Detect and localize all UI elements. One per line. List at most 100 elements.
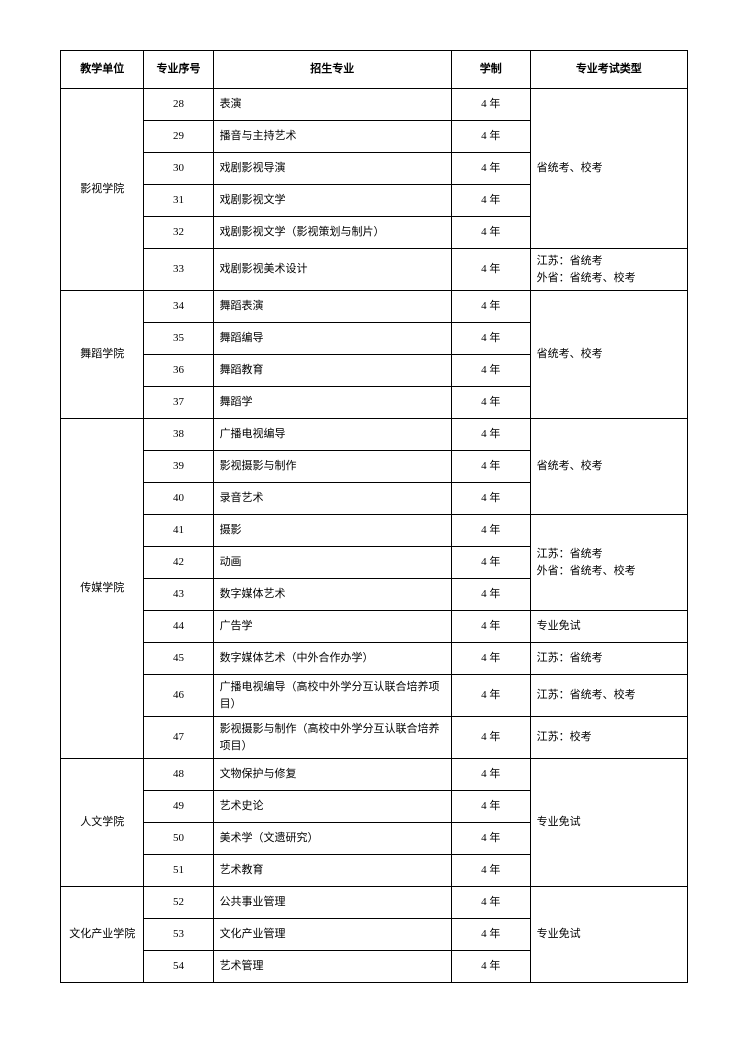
duration-cell: 4 年 bbox=[451, 451, 530, 483]
exam-cell: 江苏：省统考 bbox=[530, 643, 687, 675]
unit-cell: 影视学院 bbox=[61, 89, 144, 291]
major-cell: 戏剧影视美术设计 bbox=[213, 249, 451, 291]
major-cell: 数字媒体艺术（中外合作办学） bbox=[213, 643, 451, 675]
table-header-row: 教学单位 专业序号 招生专业 学制 专业考试类型 bbox=[61, 51, 688, 89]
num-cell: 47 bbox=[144, 717, 213, 759]
major-cell: 广播电视编导 bbox=[213, 419, 451, 451]
major-cell: 数字媒体艺术 bbox=[213, 579, 451, 611]
num-cell: 30 bbox=[144, 153, 213, 185]
num-cell: 54 bbox=[144, 951, 213, 983]
major-cell: 文物保护与修复 bbox=[213, 759, 451, 791]
num-cell: 44 bbox=[144, 611, 213, 643]
exam-cell: 省统考、校考 bbox=[530, 291, 687, 419]
num-cell: 39 bbox=[144, 451, 213, 483]
major-cell: 影视摄影与制作 bbox=[213, 451, 451, 483]
major-cell: 表演 bbox=[213, 89, 451, 121]
num-cell: 52 bbox=[144, 887, 213, 919]
duration-cell: 4 年 bbox=[451, 515, 530, 547]
major-cell: 美术学（文遗研究） bbox=[213, 823, 451, 855]
unit-cell: 传媒学院 bbox=[61, 419, 144, 759]
duration-cell: 4 年 bbox=[451, 919, 530, 951]
major-cell: 公共事业管理 bbox=[213, 887, 451, 919]
duration-cell: 4 年 bbox=[451, 547, 530, 579]
duration-cell: 4 年 bbox=[451, 185, 530, 217]
table-row: 33戏剧影视美术设计4 年江苏：省统考外省：省统考、校考 bbox=[61, 249, 688, 291]
duration-cell: 4 年 bbox=[451, 483, 530, 515]
admissions-table: 教学单位 专业序号 招生专业 学制 专业考试类型 影视学院28表演4 年省统考、… bbox=[60, 50, 688, 983]
duration-cell: 4 年 bbox=[451, 791, 530, 823]
exam-cell: 江苏：省统考外省：省统考、校考 bbox=[530, 515, 687, 611]
major-cell: 播音与主持艺术 bbox=[213, 121, 451, 153]
exam-cell: 江苏：省统考外省：省统考、校考 bbox=[530, 249, 687, 291]
table-row: 人文学院48文物保护与修复4 年专业免试 bbox=[61, 759, 688, 791]
num-cell: 35 bbox=[144, 323, 213, 355]
num-cell: 42 bbox=[144, 547, 213, 579]
duration-cell: 4 年 bbox=[451, 387, 530, 419]
major-cell: 广播电视编导（高校中外学分互认联合培养项目） bbox=[213, 675, 451, 717]
major-cell: 戏剧影视文学 bbox=[213, 185, 451, 217]
duration-cell: 4 年 bbox=[451, 323, 530, 355]
exam-cell: 专业免试 bbox=[530, 759, 687, 887]
num-cell: 48 bbox=[144, 759, 213, 791]
unit-cell: 文化产业学院 bbox=[61, 887, 144, 983]
duration-cell: 4 年 bbox=[451, 759, 530, 791]
major-cell: 舞蹈表演 bbox=[213, 291, 451, 323]
num-cell: 36 bbox=[144, 355, 213, 387]
num-cell: 28 bbox=[144, 89, 213, 121]
duration-cell: 4 年 bbox=[451, 217, 530, 249]
num-cell: 45 bbox=[144, 643, 213, 675]
duration-cell: 4 年 bbox=[451, 121, 530, 153]
header-unit: 教学单位 bbox=[61, 51, 144, 89]
num-cell: 46 bbox=[144, 675, 213, 717]
num-cell: 51 bbox=[144, 855, 213, 887]
table-row: 传媒学院38广播电视编导4 年省统考、校考 bbox=[61, 419, 688, 451]
major-cell: 艺术教育 bbox=[213, 855, 451, 887]
duration-cell: 4 年 bbox=[451, 249, 530, 291]
duration-cell: 4 年 bbox=[451, 823, 530, 855]
duration-cell: 4 年 bbox=[451, 951, 530, 983]
table-row: 影视学院28表演4 年省统考、校考 bbox=[61, 89, 688, 121]
major-cell: 舞蹈教育 bbox=[213, 355, 451, 387]
num-cell: 31 bbox=[144, 185, 213, 217]
major-cell: 戏剧影视文学（影视策划与制片） bbox=[213, 217, 451, 249]
header-num: 专业序号 bbox=[144, 51, 213, 89]
major-cell: 艺术史论 bbox=[213, 791, 451, 823]
exam-cell: 省统考、校考 bbox=[530, 89, 687, 249]
duration-cell: 4 年 bbox=[451, 887, 530, 919]
duration-cell: 4 年 bbox=[451, 355, 530, 387]
duration-cell: 4 年 bbox=[451, 419, 530, 451]
table-row: 41摄影4 年江苏：省统考外省：省统考、校考 bbox=[61, 515, 688, 547]
duration-cell: 4 年 bbox=[451, 717, 530, 759]
duration-cell: 4 年 bbox=[451, 291, 530, 323]
exam-cell: 江苏：省统考、校考 bbox=[530, 675, 687, 717]
num-cell: 38 bbox=[144, 419, 213, 451]
table-row: 46广播电视编导（高校中外学分互认联合培养项目）4 年江苏：省统考、校考 bbox=[61, 675, 688, 717]
unit-cell: 舞蹈学院 bbox=[61, 291, 144, 419]
num-cell: 40 bbox=[144, 483, 213, 515]
num-cell: 29 bbox=[144, 121, 213, 153]
major-cell: 文化产业管理 bbox=[213, 919, 451, 951]
exam-cell: 江苏：校考 bbox=[530, 717, 687, 759]
table-row: 47影视摄影与制作（高校中外学分互认联合培养项目）4 年江苏：校考 bbox=[61, 717, 688, 759]
duration-cell: 4 年 bbox=[451, 153, 530, 185]
table-row: 44广告学4 年专业免试 bbox=[61, 611, 688, 643]
num-cell: 32 bbox=[144, 217, 213, 249]
unit-cell: 人文学院 bbox=[61, 759, 144, 887]
duration-cell: 4 年 bbox=[451, 611, 530, 643]
num-cell: 49 bbox=[144, 791, 213, 823]
num-cell: 37 bbox=[144, 387, 213, 419]
exam-cell: 专业免试 bbox=[530, 887, 687, 983]
major-cell: 戏剧影视导演 bbox=[213, 153, 451, 185]
num-cell: 53 bbox=[144, 919, 213, 951]
num-cell: 34 bbox=[144, 291, 213, 323]
major-cell: 舞蹈编导 bbox=[213, 323, 451, 355]
duration-cell: 4 年 bbox=[451, 579, 530, 611]
major-cell: 动画 bbox=[213, 547, 451, 579]
num-cell: 33 bbox=[144, 249, 213, 291]
major-cell: 影视摄影与制作（高校中外学分互认联合培养项目） bbox=[213, 717, 451, 759]
duration-cell: 4 年 bbox=[451, 675, 530, 717]
duration-cell: 4 年 bbox=[451, 643, 530, 675]
duration-cell: 4 年 bbox=[451, 89, 530, 121]
major-cell: 广告学 bbox=[213, 611, 451, 643]
duration-cell: 4 年 bbox=[451, 855, 530, 887]
